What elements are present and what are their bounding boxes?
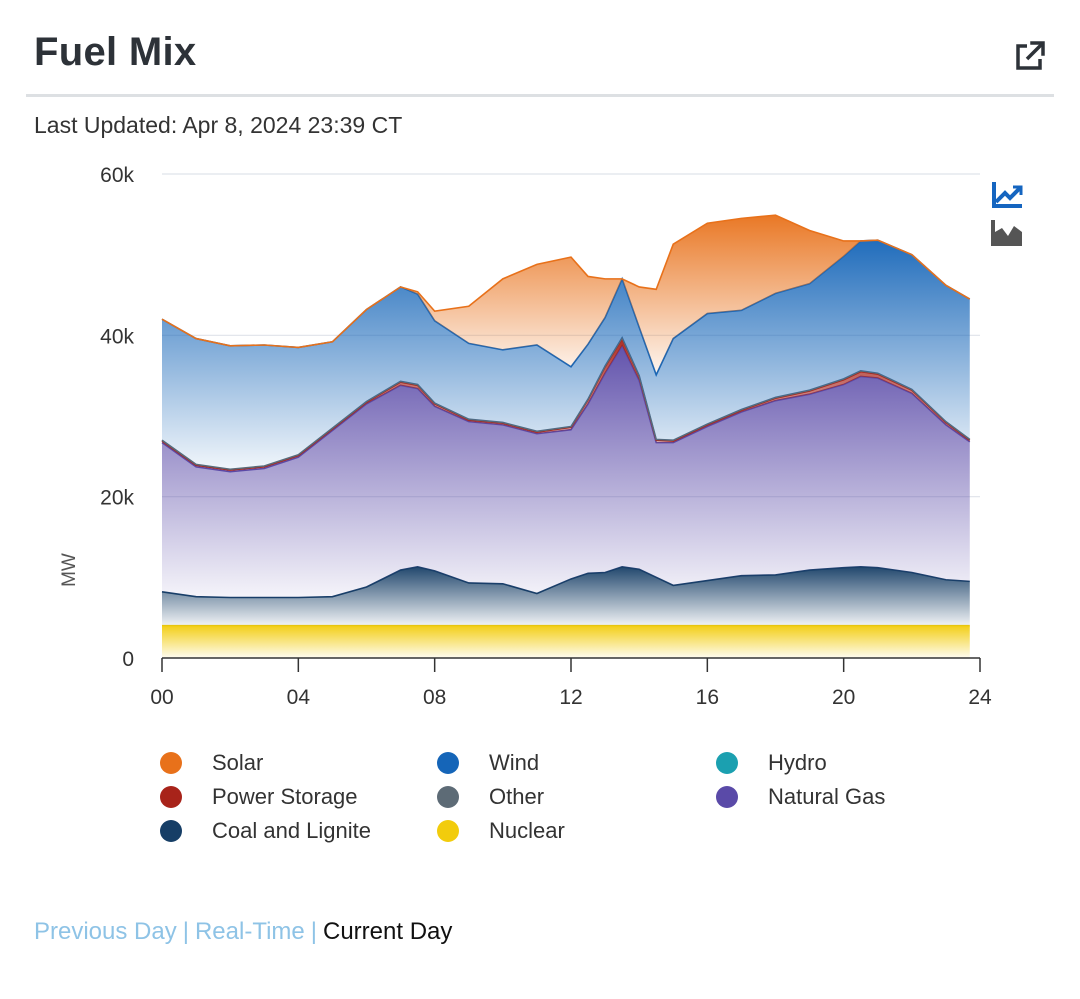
legend-label: Solar [212, 750, 264, 775]
legend-item-solar[interactable]: Solar [160, 748, 263, 778]
x-tick-label: 24 [968, 686, 992, 709]
coal-swatch-icon [160, 820, 182, 842]
legend-label: Other [489, 784, 545, 809]
y-tick-label: 60k [100, 164, 134, 187]
legend-item-hydro[interactable]: Hydro [716, 748, 827, 778]
legend-item-power-storage[interactable]: Power Storage [160, 782, 358, 812]
area-nuclear [162, 625, 970, 658]
y-tick-label: 0 [122, 648, 134, 671]
current-day-label: Current Day [323, 918, 453, 945]
legend-label: Nuclear [489, 818, 565, 843]
legend-label: Natural Gas [768, 784, 886, 809]
natural-gas-swatch-icon [716, 786, 738, 808]
page-title: Fuel Mix [34, 30, 197, 74]
separator: | [310, 918, 317, 945]
y-tick-label: 40k [100, 325, 134, 348]
x-tick-label: 16 [696, 686, 719, 709]
previous-day-link[interactable]: Previous Day [34, 918, 177, 945]
title-divider [26, 94, 1054, 97]
hydro-swatch-icon [716, 752, 738, 774]
x-tick-label: 08 [423, 686, 446, 709]
legend-label: Hydro [768, 750, 827, 775]
wind-swatch-icon [437, 752, 459, 774]
legend-label: Coal and Lignite [212, 818, 372, 843]
x-tick-label: 12 [559, 686, 582, 709]
legend-label: Wind [489, 750, 540, 775]
area-chart-icon[interactable] [990, 218, 1024, 253]
solar-swatch-icon [160, 752, 182, 774]
legend-label: Power Storage [212, 784, 358, 809]
legend-item-coal-lignite[interactable]: Coal and Lignite [160, 816, 371, 846]
external-link-icon[interactable] [1012, 38, 1048, 74]
nuclear-swatch-icon [437, 820, 459, 842]
legend-item-other[interactable]: Other [437, 782, 544, 812]
area-solar [162, 215, 970, 375]
legend-item-nuclear[interactable]: Nuclear [437, 816, 565, 846]
legend-item-natural-gas[interactable]: Natural Gas [716, 782, 885, 812]
area-natural-gas [162, 345, 970, 598]
other-swatch-icon [437, 786, 459, 808]
y-axis-label: MW [59, 553, 80, 587]
fuel-mix-chart: 0 20k 40k 60k 00 04 08 12 16 20 24 MW [59, 164, 992, 709]
x-tick-label: 00 [150, 686, 173, 709]
line-solar [161, 214, 971, 349]
area-coal-and-lignite [162, 566, 970, 626]
day-navigation: Previous Day | Real-Time | Current Day [34, 918, 452, 946]
x-tick-label: 20 [832, 686, 855, 709]
legend-item-wind[interactable]: Wind [437, 748, 539, 778]
last-updated-text: Last Updated: Apr 8, 2024 23:39 CT [34, 112, 403, 138]
line-natural-gas [161, 344, 971, 473]
line-chart-icon[interactable] [990, 180, 1024, 215]
x-tick-label: 04 [287, 686, 311, 709]
separator: | [182, 918, 189, 945]
power-storage-swatch-icon [160, 786, 182, 808]
y-tick-label: 20k [100, 487, 134, 510]
real-time-link[interactable]: Real-Time [194, 918, 305, 945]
